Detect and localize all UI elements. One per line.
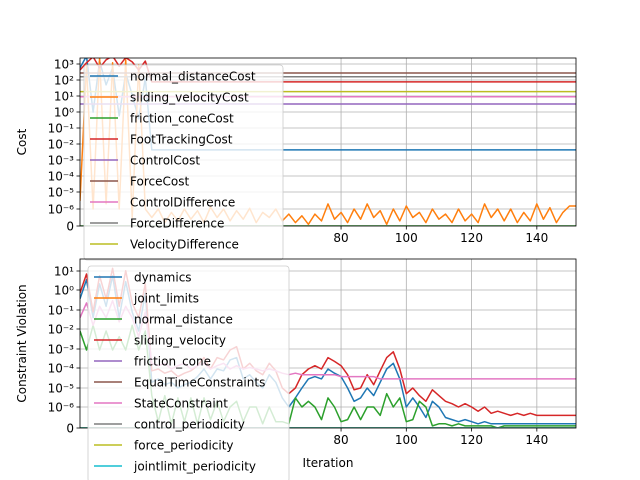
x-axis-label: Iteration	[303, 456, 354, 470]
y-tick-label: 10⁰	[54, 106, 74, 120]
legend-label-5: ForceCost	[130, 175, 189, 189]
x-tick-label: 140	[525, 433, 548, 447]
y-tick-label: 10⁻¹	[48, 304, 75, 318]
x-tick-label: 120	[460, 231, 483, 245]
y-tick-label: 10⁻⁶	[48, 401, 75, 415]
x-tick-label: 100	[395, 433, 418, 447]
y-tick-label: 0	[66, 422, 74, 436]
legend-label-0: normal_distanceCost	[130, 70, 256, 84]
legend-box	[87, 265, 290, 480]
y-tick-label: 10⁰	[54, 284, 74, 298]
y-tick-label: 10⁻²	[48, 323, 75, 337]
legend-label-3: FootTrackingCost	[130, 133, 233, 147]
y-tick-label: 10⁻²	[48, 138, 75, 152]
x-tick-label: 120	[460, 433, 483, 447]
x-tick-label: 100	[395, 231, 418, 245]
y-tick-label: 10⁻⁴	[48, 362, 75, 376]
legend: dynamics joint_limits normal_distanceslidi…	[87, 265, 290, 480]
legend-label-4: friction_cone	[134, 355, 211, 369]
legend-label-5: EqualTimeConstraints	[134, 376, 265, 390]
legend-label-6: StateConstraint	[134, 397, 228, 411]
y-tick-label: 10⁻⁶	[48, 203, 75, 217]
y-tick-label: 10²	[54, 74, 74, 88]
cost-chart: 80 100 120 140 10³ 10² 10¹ 10⁰ 10⁻¹ 10⁻² 10⁻³ 10⁻⁴ 1…	[15, 57, 577, 261]
constraint-violation-chart: 80 100 120 140 10¹ 10⁰ 10⁻¹ 10⁻² 10⁻³ 10⁻⁴ 10⁻⁵ 10⁻…	[15, 258, 577, 480]
legend-label-2: friction_coneCost	[130, 112, 234, 126]
x-tick-label: 80	[333, 231, 348, 245]
legend-label-3: sliding_velocity	[134, 334, 226, 348]
legend-label-8: force_periodicity	[134, 439, 234, 453]
legend-label-8: VelocityDifference	[130, 238, 239, 252]
legend-label-4: ControlCost	[130, 154, 200, 168]
y-tick-label: 10³	[54, 58, 74, 72]
legend-label-7: control_periodicity	[134, 418, 245, 432]
legend-label-2: normal_distance	[134, 313, 233, 327]
y-tick-label: 10⁻¹	[48, 122, 75, 136]
y-tick-label: 10¹	[54, 90, 74, 104]
legend-label-6: ControlDifference	[130, 196, 235, 210]
legend-label-7: ForceDifference	[130, 217, 224, 231]
x-tick-label: 140	[525, 231, 548, 245]
y-tick-label: 0	[66, 220, 74, 234]
legend-label-1: joint_limits	[133, 292, 199, 306]
y-axis-label: Constraint Violation	[15, 284, 29, 402]
legend-label-0: dynamics	[134, 271, 192, 285]
y-tick-label: 10⁻⁵	[48, 382, 75, 396]
legend-label-9: jointlimit_periodicity	[133, 460, 256, 474]
axes-frame	[79, 57, 577, 227]
y-tick-label: 10⁻³	[48, 154, 75, 168]
legend-box	[83, 64, 284, 261]
y-axis-label: Cost	[15, 128, 29, 155]
legend: normal_distanceCost sliding_velocityCostf…	[83, 64, 284, 261]
legend-label-1: sliding_velocityCost	[130, 91, 249, 105]
y-tick-label: 10⁻⁵	[48, 186, 75, 200]
y-tick-label: 10⁻⁴	[48, 170, 75, 184]
x-tick-label: 80	[333, 433, 348, 447]
y-tick-label: 10⁻³	[48, 343, 75, 357]
y-tick-label: 10¹	[54, 265, 74, 279]
axes-frame	[79, 258, 577, 429]
